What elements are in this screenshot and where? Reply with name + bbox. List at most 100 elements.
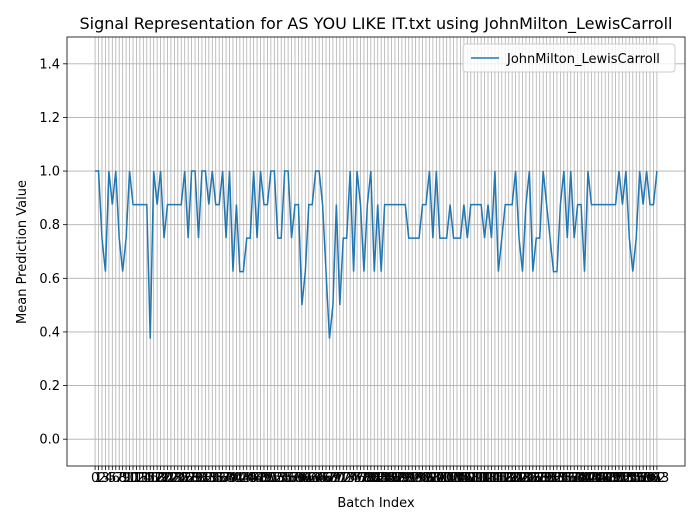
x-tick-label: 62 (301, 471, 318, 486)
x-tick-label: 3 (101, 471, 109, 486)
x-tick-label: 73 (338, 471, 355, 486)
x-tick-label: 42 (232, 471, 249, 486)
x-tick-label: 54 (273, 471, 290, 486)
x-tick-label: 9 (122, 471, 130, 486)
x-tick-label: 124 (510, 471, 535, 486)
x-tick-label: 105 (445, 471, 470, 486)
x-tick-label: 32 (197, 471, 214, 486)
x-tick-label: 123 (507, 471, 532, 486)
x-tick-label: 52 (266, 471, 283, 486)
x-tick-label: 134 (545, 471, 570, 486)
x-tick-label: 130 (531, 471, 556, 486)
x-tick-label: 94 (411, 471, 428, 486)
x-tick-label: 23 (166, 471, 183, 486)
y-tick-label: 0.4 (39, 325, 60, 340)
legend-box (462, 43, 676, 73)
x-tick-label: 150 (600, 471, 625, 486)
x-tick-label: 35 (207, 471, 224, 486)
x-tick-label: 37 (214, 471, 231, 486)
x-tick-label: 163 (644, 471, 669, 486)
x-tick-label: 110 (462, 471, 487, 486)
x-tick-label: 70 (328, 471, 345, 486)
x-tick-label: 60 (294, 471, 311, 486)
x-tick-label: 13 (132, 471, 149, 486)
x-tick-label: 138 (558, 471, 583, 486)
x-tick-label: 58 (287, 471, 304, 486)
x-tick-label: 16 (142, 471, 159, 486)
x-tick-label: 90 (397, 471, 414, 486)
x-tick-label: 28 (183, 471, 200, 486)
x-tick-label: 121 (500, 471, 525, 486)
x-tick-label: 159 (631, 471, 656, 486)
legend-label: JohnMilton_LewisCarroll (506, 52, 660, 67)
x-tick-label: 59 (290, 471, 307, 486)
x-tick-label: 142 (572, 471, 597, 486)
data-line (95, 170, 658, 339)
x-tick-label: 55 (276, 471, 293, 486)
x-tick-label: 1 (94, 471, 102, 486)
x-tick-label: 33 (201, 471, 218, 486)
x-tick-label: 50 (259, 471, 276, 486)
x-tick-label: 96 (418, 471, 435, 486)
x-tick-label: 64 (307, 471, 324, 486)
x-tick-label: 66 (314, 471, 331, 486)
y-tick-label: 0.8 (39, 218, 60, 233)
x-tick-label: 81 (366, 471, 383, 486)
x-tick-label: 115 (479, 471, 504, 486)
x-tick-label: 103 (438, 471, 463, 486)
x-tick-label: 72 (335, 471, 352, 486)
x-tick-label: 148 (593, 471, 618, 486)
x-tick-label: 99 (428, 471, 445, 486)
x-tick-label: 158 (627, 471, 652, 486)
x-tick-label: 152 (607, 471, 632, 486)
x-tick-label: 126 (517, 471, 542, 486)
x-tick-label: 133 (541, 471, 566, 486)
x-tick-label: 12 (128, 471, 145, 486)
x-tick-label: 98 (425, 471, 442, 486)
x-tick-label: 106 (448, 471, 473, 486)
x-tick-label: 8 (119, 471, 127, 486)
x-tick-label: 5 (108, 471, 116, 486)
x-tick-label: 85 (380, 471, 397, 486)
x-tick-label: 100 (427, 471, 452, 486)
x-tick-label: 87 (387, 471, 404, 486)
x-tick-label: 141 (569, 471, 594, 486)
x-tick-label: 0 (91, 471, 99, 486)
x-tick-label: 114 (476, 471, 501, 486)
x-tick-label: 160 (634, 471, 659, 486)
x-tick-label: 48 (252, 471, 269, 486)
x-tick-label: 111 (465, 471, 490, 486)
x-tick-label: 153 (610, 471, 635, 486)
x-tick-label: 108 (455, 471, 480, 486)
x-tick-label: 107 (451, 471, 476, 486)
x-tick-label: 104 (441, 471, 466, 486)
x-tick-label: 93 (407, 471, 424, 486)
x-tick-label: 6 (112, 471, 120, 486)
x-tick-label: 4 (105, 471, 113, 486)
x-tick-label: 78 (356, 471, 373, 486)
x-tick-label: 46 (245, 471, 262, 486)
x-tick-label: 135 (548, 471, 573, 486)
x-tick-label: 95 (414, 471, 431, 486)
x-tick-label: 2 (98, 471, 106, 486)
x-axis-label: Batch Index (337, 496, 415, 511)
x-tick-label: 77 (352, 471, 369, 486)
x-tick-label: 7 (115, 471, 123, 486)
x-tick-label: 30 (190, 471, 207, 486)
x-tick-label: 113 (472, 471, 497, 486)
x-tick-label: 131 (534, 471, 559, 486)
x-tick-label: 45 (242, 471, 259, 486)
x-tick-label: 65 (311, 471, 328, 486)
x-tick-label: 146 (586, 471, 611, 486)
x-tick-label: 27 (180, 471, 197, 486)
y-tick-label: 0.6 (39, 272, 60, 287)
x-tick-label: 147 (589, 471, 614, 486)
x-tick-label: 56 (280, 471, 297, 486)
x-tick-label: 19 (152, 471, 169, 486)
x-tick-label: 122 (503, 471, 528, 486)
x-tick-label: 118 (489, 471, 514, 486)
x-tick-label: 80 (363, 471, 380, 486)
x-tick-label: 144 (579, 471, 604, 486)
x-tick-label: 22 (163, 471, 180, 486)
x-tick-label: 101 (431, 471, 456, 486)
